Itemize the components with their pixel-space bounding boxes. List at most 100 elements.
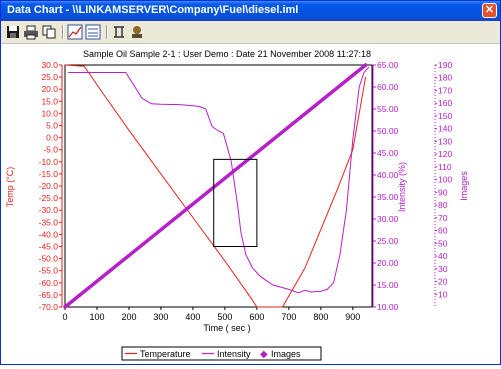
images-tick-label: 180 [438, 73, 452, 83]
temp-tick-label: -5.0 [43, 145, 58, 155]
intensity-tick-label: 50.00 [377, 126, 399, 136]
temp-tick-label: 10.0 [41, 108, 58, 118]
intensity-tick-label: 10.00 [377, 302, 399, 312]
images-tick-label: 110 [438, 162, 452, 172]
x-tick-label: 300 [153, 312, 168, 322]
images-button[interactable] [129, 24, 145, 40]
intensity-tick-label: 40.00 [377, 170, 399, 180]
temp-tick-label: -15.0 [39, 169, 59, 179]
intensity-axis: 65.00 60.00 55.00 50.00 45.00 40.00 35.00 30.00… [372, 60, 399, 312]
chart-title: Sample Oil Sample 2-1 : User Demo : Date… [83, 49, 371, 59]
temp-tick-label: -55.0 [39, 266, 59, 276]
images-tick-label: 130 [438, 136, 452, 146]
zoom-selection-box[interactable] [213, 158, 258, 247]
chart-svg: Sample Oil Sample 2-1 : User Demo : Date… [5, 49, 469, 361]
plot-frame [64, 64, 373, 308]
save-button[interactable] [5, 24, 21, 40]
temp-tick-label: 15.0 [41, 96, 58, 106]
toolbar-separator [62, 25, 64, 39]
images-tick-label: 150 [438, 111, 452, 121]
intensity-series-line [68, 66, 370, 294]
chart-area: Sample Oil Sample 2-1 : User Demo : Date… [1, 44, 500, 364]
temp-tick-label: -60.0 [39, 278, 59, 288]
intensity-tick-label: 35.00 [377, 192, 399, 202]
zoom-chart-icon [67, 24, 83, 40]
legend-frame [121, 346, 322, 361]
temp-tick-label: -35.0 [39, 217, 59, 227]
legend-intensity-label: Intensity [217, 349, 251, 359]
x-tick-label: 0 [62, 312, 67, 322]
temp-tick-label: 20.0 [41, 84, 58, 94]
temp-tick-label: -65.0 [39, 290, 59, 300]
series-layer [63, 63, 370, 309]
images-series-line [63, 63, 368, 309]
intensity-tick-label: 55.00 [377, 104, 399, 114]
images-axis: 190 180 170 160 150 140 130 120 110 100 90 80 70 60 50… [434, 60, 452, 307]
legend-images-label: Images [271, 349, 301, 359]
temp-axis-label: Temp (°C) [5, 167, 15, 208]
temp-tick-label: -20.0 [39, 181, 59, 191]
intensity-tick-label: 15.00 [377, 280, 399, 290]
x-tick-label: 400 [185, 312, 200, 322]
legend-temperature-label: Temperature [140, 349, 191, 359]
intensity-tick-label: 65.00 [377, 60, 399, 70]
x-axis: 0 100 200 300 400 500 600 700 800 900 [62, 307, 360, 322]
images-tick-label: 30 [438, 264, 448, 274]
title-bar[interactable]: Data Chart - \\LINKAMSERVER\Company\Fuel… [1, 1, 500, 21]
window-title: Data Chart - \\LINKAMSERVER\Company\Fuel… [7, 4, 299, 16]
images-tick-label: 190 [438, 60, 452, 70]
images-tick-label: 120 [438, 149, 452, 159]
toolbar [1, 21, 500, 44]
legend-images-swatch: ◆ [260, 349, 268, 360]
x-tick-label: 700 [281, 312, 296, 322]
copy-button[interactable] [41, 24, 57, 40]
close-button[interactable]: ✕ [482, 3, 497, 18]
images-tick-label: 160 [438, 98, 452, 108]
x-tick-label: 100 [89, 312, 104, 322]
save-icon [7, 26, 19, 38]
intensity-tick-label: 20.00 [377, 258, 399, 268]
images-tick-label: 20 [438, 277, 448, 287]
print-button[interactable] [23, 24, 39, 40]
temp-tick-label: -50.0 [39, 254, 59, 264]
images-tick-label: 50 [438, 238, 448, 248]
axis-icon [114, 26, 124, 38]
intensity-tick-label: 60.00 [377, 82, 399, 92]
intensity-tick-label: 25.00 [377, 236, 399, 246]
legend: Temperature Intensity ◆ Images [121, 346, 322, 361]
x-tick-label: 800 [313, 312, 328, 322]
images-tick-label: 10 [438, 289, 448, 299]
x-tick-label: 500 [217, 312, 232, 322]
temperature-series-line [64, 64, 367, 308]
x-tick-label: 900 [345, 312, 360, 322]
intensity-tick-label: 45.00 [377, 148, 399, 158]
print-icon [24, 25, 38, 40]
images-tick-label: 60 [438, 226, 448, 236]
chart-options-button[interactable] [85, 24, 101, 40]
images-tick-label: 70 [438, 213, 448, 223]
temp-tick-label: 30.0 [41, 60, 58, 70]
images-tick-label: 100 [438, 175, 452, 185]
intensity-tick-label: 30.00 [377, 214, 399, 224]
intensity-axis-label: Intensity (%) [397, 162, 407, 212]
chart-options-icon [85, 24, 101, 40]
copy-icon [42, 25, 56, 39]
temp-tick-label: -25.0 [39, 193, 59, 203]
temp-tick-label: -45.0 [39, 242, 59, 252]
x-tick-label: 600 [249, 312, 264, 322]
axis-button[interactable] [111, 24, 127, 40]
temp-tick-label: -40.0 [39, 229, 59, 239]
images-tick-label: 40 [438, 251, 448, 261]
temp-tick-label: 0.0 [46, 133, 58, 143]
zoom-chart-button[interactable] [67, 24, 83, 40]
images-axis-label: Images [459, 171, 469, 201]
temp-tick-label: -10.0 [39, 157, 59, 167]
x-axis-label: Time ( sec ) [203, 323, 250, 333]
images-tick-label: 170 [438, 85, 452, 95]
x-tick-label: 200 [121, 312, 136, 322]
temp-axis: 30.0 25.0 20.0 15.0 10.0 5.0 0.0 -5.0 -10.0 -15.0… [39, 60, 63, 312]
toolbar-separator [106, 25, 108, 39]
temp-tick-label: 25.0 [41, 72, 58, 82]
temp-tick-label: 5.0 [46, 121, 58, 131]
